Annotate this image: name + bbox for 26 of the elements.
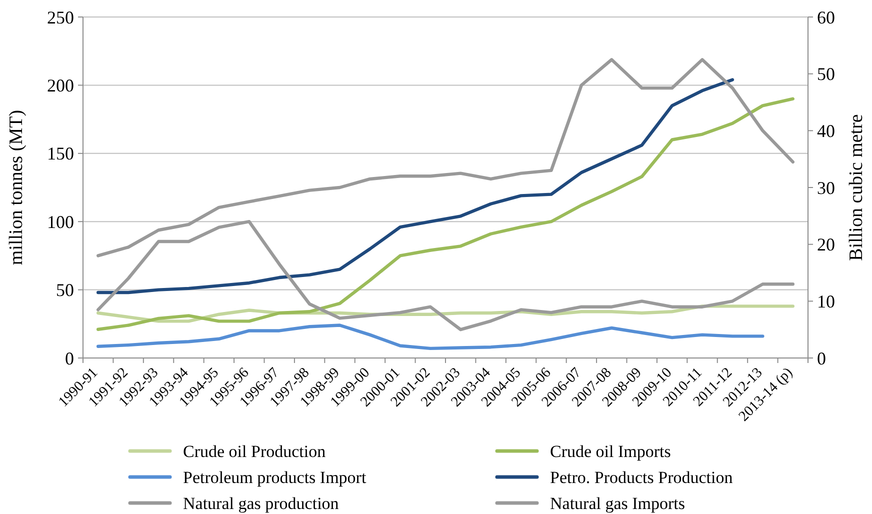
y-tick-label: 100 bbox=[47, 212, 74, 232]
y-tick-label: 50 bbox=[56, 280, 74, 300]
line-series bbox=[96, 58, 794, 258]
legend-label: Crude oil Imports bbox=[550, 442, 671, 461]
y2-axis-title: Billion cubic metre bbox=[846, 114, 867, 261]
line-series bbox=[96, 220, 794, 332]
y2-tick-label: 10 bbox=[817, 291, 835, 312]
legend-label: Petro. Products Production bbox=[550, 468, 734, 487]
line-series bbox=[96, 97, 794, 331]
y2-tick-label: 0 bbox=[817, 348, 826, 368]
y-tick-label: 200 bbox=[47, 76, 74, 96]
line-series bbox=[96, 324, 764, 350]
y-tick-label: 150 bbox=[47, 144, 74, 164]
y2-tick-label: 50 bbox=[817, 64, 835, 84]
y2-tick-label: 20 bbox=[817, 234, 835, 255]
legend-label: Natural gas Imports bbox=[550, 494, 686, 513]
legend-label: Natural gas production bbox=[183, 494, 340, 513]
y-axis-title: million tonnes (MT) bbox=[6, 110, 27, 266]
y-tick-label: 250 bbox=[47, 7, 74, 28]
line-series bbox=[96, 78, 734, 294]
legend-label: Crude oil Production bbox=[183, 442, 326, 461]
y2-tick-label: 40 bbox=[817, 120, 835, 141]
y2-tick-label: 30 bbox=[817, 178, 835, 198]
legend-label: Petroleum products Import bbox=[183, 468, 366, 487]
y2-tick-label: 60 bbox=[817, 7, 835, 28]
y-tick-label: 0 bbox=[65, 348, 74, 368]
